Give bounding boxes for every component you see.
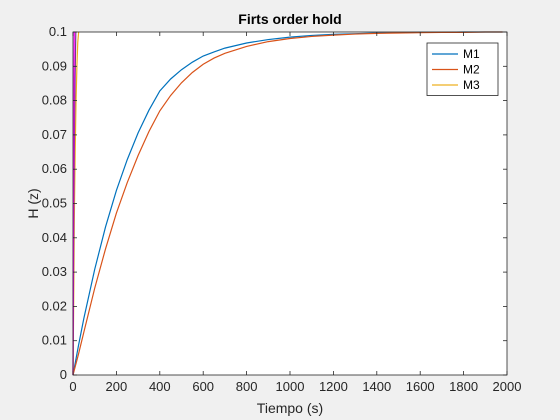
x-tick-label: 0 [69, 379, 76, 394]
y-tick-label: 0.06 [42, 161, 67, 176]
legend-label-m2: M2 [463, 63, 480, 77]
x-tick-label: 800 [236, 379, 258, 394]
y-tick-label: 0.08 [42, 93, 67, 108]
x-axis-label: Tiempo (s) [257, 400, 323, 416]
x-tick-label: 200 [106, 379, 128, 394]
y-tick-label: 0.05 [42, 196, 67, 211]
y-tick-label: 0.1 [49, 24, 67, 39]
x-tick-label: 400 [149, 379, 171, 394]
y-tick-label: 0.04 [42, 230, 67, 245]
x-tick-label: 1600 [406, 379, 435, 394]
x-tick-label: 600 [192, 379, 214, 394]
y-tick-label: 0.03 [42, 264, 67, 279]
x-tick-label: 1200 [319, 379, 348, 394]
y-axis-label: H (z) [25, 188, 41, 218]
y-tick-label: 0.07 [42, 127, 67, 142]
x-tick-label: 1000 [276, 379, 305, 394]
chart-title: Firts order hold [238, 11, 341, 27]
y-tick-label: 0 [60, 367, 67, 382]
x-tick-label: 1400 [362, 379, 391, 394]
x-tick-label: 2000 [493, 379, 522, 394]
legend-label-m1: M1 [463, 47, 480, 61]
y-tick-label: 0.09 [42, 58, 67, 73]
legend-label-m3: M3 [463, 78, 480, 92]
x-tick-label: 1800 [449, 379, 478, 394]
y-tick-label: 0.02 [42, 298, 67, 313]
y-tick-label: 0.01 [42, 333, 67, 348]
